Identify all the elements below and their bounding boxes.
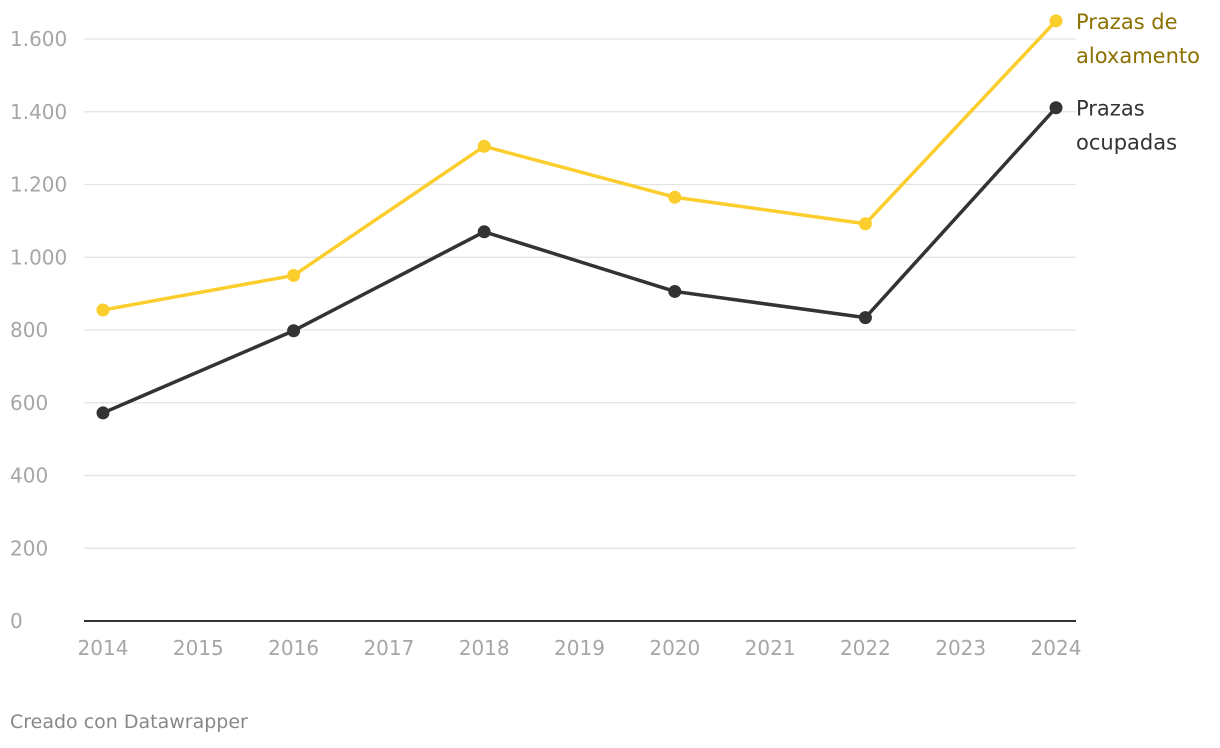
data-point <box>668 284 682 298</box>
y-tick-label: 1.600 <box>10 27 67 51</box>
x-tick-label: 2021 <box>745 636 796 660</box>
x-tick-label: 2023 <box>935 636 986 660</box>
y-tick-label: 0 <box>10 609 23 633</box>
x-tick-label: 2018 <box>459 636 510 660</box>
x-tick-label: 2022 <box>840 636 891 660</box>
data-point <box>858 217 872 231</box>
data-point <box>477 225 491 239</box>
footer-credit: Creado con Datawrapper <box>10 711 248 733</box>
x-tick-label: 2014 <box>78 636 129 660</box>
data-point <box>1049 14 1063 28</box>
y-tick-label: 1.400 <box>10 100 67 124</box>
y-tick-label: 400 <box>10 464 48 488</box>
data-point <box>96 406 110 420</box>
y-tick-label: 1.000 <box>10 245 67 269</box>
series-label: Prazas ocupadas <box>1076 97 1177 155</box>
y-tick-label: 800 <box>10 318 48 342</box>
data-point <box>287 324 301 338</box>
data-point <box>858 311 872 325</box>
x-tick-label: 2016 <box>268 636 319 660</box>
y-axis-labels: 0 200 400 600 800 1.000 1.200 1.400 1.600 <box>10 27 67 633</box>
data-point <box>96 303 110 317</box>
data-point <box>477 139 491 153</box>
x-tick-label: 2015 <box>173 636 224 660</box>
x-tick-label: 2017 <box>363 636 414 660</box>
data-point <box>287 268 301 282</box>
series-label: Prazas de aloxamento <box>1076 10 1200 68</box>
y-tick-label: 200 <box>10 536 48 560</box>
y-tick-label: 1.200 <box>10 173 67 197</box>
x-tick-label: 2019 <box>554 636 605 660</box>
y-tick-label: 600 <box>10 391 48 415</box>
series-lines <box>96 14 1063 420</box>
series-line <box>101 105 1058 415</box>
x-tick-label: 2020 <box>649 636 700 660</box>
x-tick-label: 2024 <box>1031 636 1082 660</box>
gridlines <box>84 38 1076 549</box>
x-axis-labels: 2014 2015 2016 2017 2018 2019 2020 2021 2022 2023… <box>78 636 1082 660</box>
data-point <box>668 190 682 204</box>
data-point <box>1049 101 1063 115</box>
series-line <box>101 19 1058 312</box>
series-labels: Prazas de aloxamento Prazas ocupadas <box>1076 10 1200 155</box>
